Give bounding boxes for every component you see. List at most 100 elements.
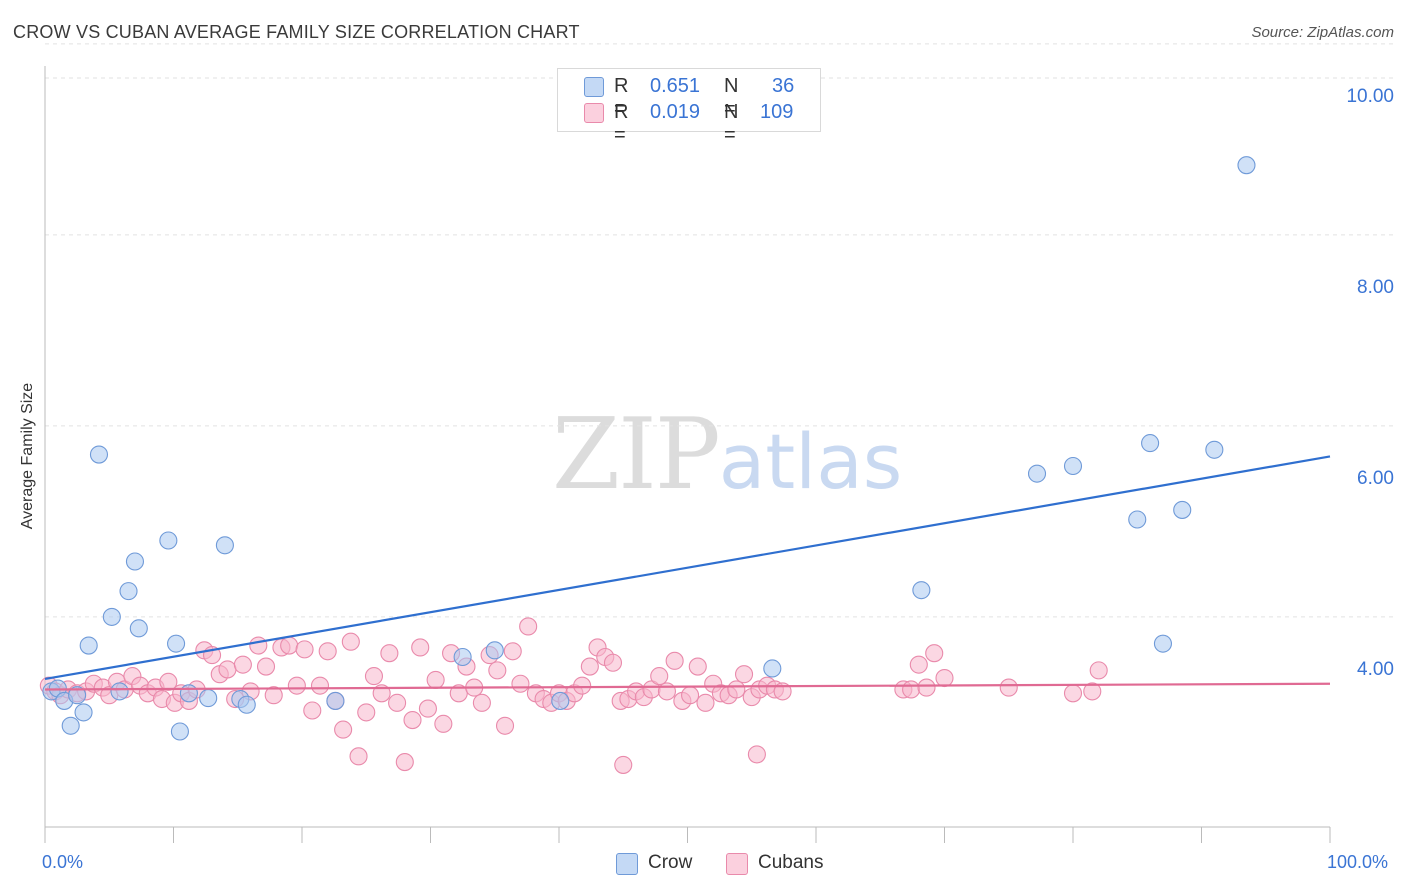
cuban-point (380, 644, 399, 663)
watermark-zip: ZIP (552, 398, 721, 512)
stats-legend: R = 0.651 N = 36 R = 0.019 N = 109 (557, 68, 821, 146)
crow-point (167, 634, 186, 653)
bottom-legend-cubans-label: Cubans (758, 852, 824, 873)
cuban-point (388, 693, 407, 712)
crow-point (68, 686, 87, 705)
cuban-point (411, 638, 430, 657)
cuban-point (696, 693, 715, 712)
cuban-point (1083, 682, 1102, 701)
cuban-point (1089, 661, 1108, 680)
source-credit: Source: ZipAtlas.com (1251, 24, 1394, 41)
y-tick-label-8: 8.00 (1357, 277, 1394, 298)
cuban-point (657, 682, 676, 701)
legend-n-label: N = (724, 75, 739, 120)
cuban-point (349, 747, 368, 766)
cuban-point (503, 642, 522, 661)
legend-swatch-cubans (584, 103, 604, 123)
bottom-legend-crow-label: Crow (648, 852, 693, 873)
crow-point (179, 684, 198, 703)
crow-point (159, 531, 178, 550)
y-tick-label-4: 4.00 (1357, 659, 1394, 680)
cuban-point (318, 642, 337, 661)
cuban-point (909, 655, 928, 674)
cuban-point (256, 657, 276, 676)
crow-point (119, 582, 138, 601)
cuban-point (495, 716, 515, 735)
chart-title: CROW VS CUBAN AVERAGE FAMILY SIZE CORREL… (13, 22, 580, 42)
cuban-point (603, 653, 623, 672)
cuban-point (681, 686, 700, 705)
crow-point (129, 619, 148, 638)
cuban-point (519, 617, 538, 636)
crow-point (763, 659, 782, 678)
crow-point (215, 536, 234, 555)
cuban-point (218, 660, 237, 679)
bottom-swatch-cubans (726, 853, 748, 875)
crow-point (453, 647, 472, 667)
watermark-atlas: atlas (718, 417, 903, 506)
cuban-point (364, 667, 384, 686)
crow-point (125, 552, 144, 571)
x-tick-label-max: 100.0% (1327, 852, 1389, 872)
cuban-point (665, 651, 684, 670)
cuban-point (1063, 684, 1083, 703)
cuban-point (249, 636, 268, 655)
crow-point (1063, 456, 1083, 476)
crow-point (1153, 634, 1172, 653)
cuban-point (935, 668, 954, 688)
cuban-point (233, 655, 252, 674)
crow-point (1128, 510, 1147, 529)
crow-point (1205, 440, 1224, 459)
legend-n-label: N = (724, 101, 739, 146)
cuban-point (614, 755, 633, 774)
cuban-point (747, 745, 766, 764)
cuban-point (650, 667, 669, 686)
cuban-point (357, 703, 376, 722)
cuban-point (310, 676, 330, 695)
cuban-point (734, 665, 754, 684)
legend-r-value: 0.019 (650, 101, 701, 123)
watermark: ZIPatlas (552, 398, 902, 512)
y-tick-label-10: 10.00 (1346, 86, 1394, 107)
cubans-trend-line (44, 682, 1331, 691)
crow-point (79, 636, 98, 655)
cuban-point (925, 644, 944, 663)
bottom-swatch-crow (616, 853, 638, 875)
y-tick-label-6: 6.00 (1357, 468, 1394, 489)
cuban-point (727, 680, 746, 699)
crow-point (1141, 434, 1160, 453)
crow-point (74, 703, 93, 722)
cuban-point (395, 753, 414, 772)
cuban-point (573, 676, 592, 695)
crow-point (102, 607, 121, 626)
crow-point (199, 689, 218, 708)
crow-point (912, 581, 931, 600)
crow-point (170, 722, 189, 741)
cuban-point (688, 657, 707, 676)
cuban-point (418, 699, 437, 718)
cuban-point (264, 686, 283, 705)
crow-point (1173, 500, 1192, 519)
legend-n-value: 36 (772, 75, 795, 97)
cuban-point (434, 714, 453, 733)
cuban-point (287, 676, 306, 695)
cuban-point (426, 670, 445, 689)
cuban-point (999, 678, 1018, 697)
cuban-point (280, 636, 299, 655)
crow-point (237, 695, 256, 714)
crow-point (89, 445, 109, 464)
cuban-point (303, 701, 322, 720)
legend-r-value: 0.651 (650, 75, 701, 97)
legend-swatch-crow (584, 77, 604, 97)
cuban-point (917, 678, 936, 697)
legend-n-value: 109 (760, 101, 794, 123)
crow-point (326, 691, 345, 710)
legend-r-label: R = (614, 101, 629, 146)
crow-point (1027, 464, 1047, 483)
legend-r-label: R = (614, 75, 629, 120)
cuban-point (488, 661, 507, 680)
crow-point (485, 641, 504, 660)
cuban-point (403, 710, 422, 730)
crow-trend-line (44, 455, 1331, 681)
